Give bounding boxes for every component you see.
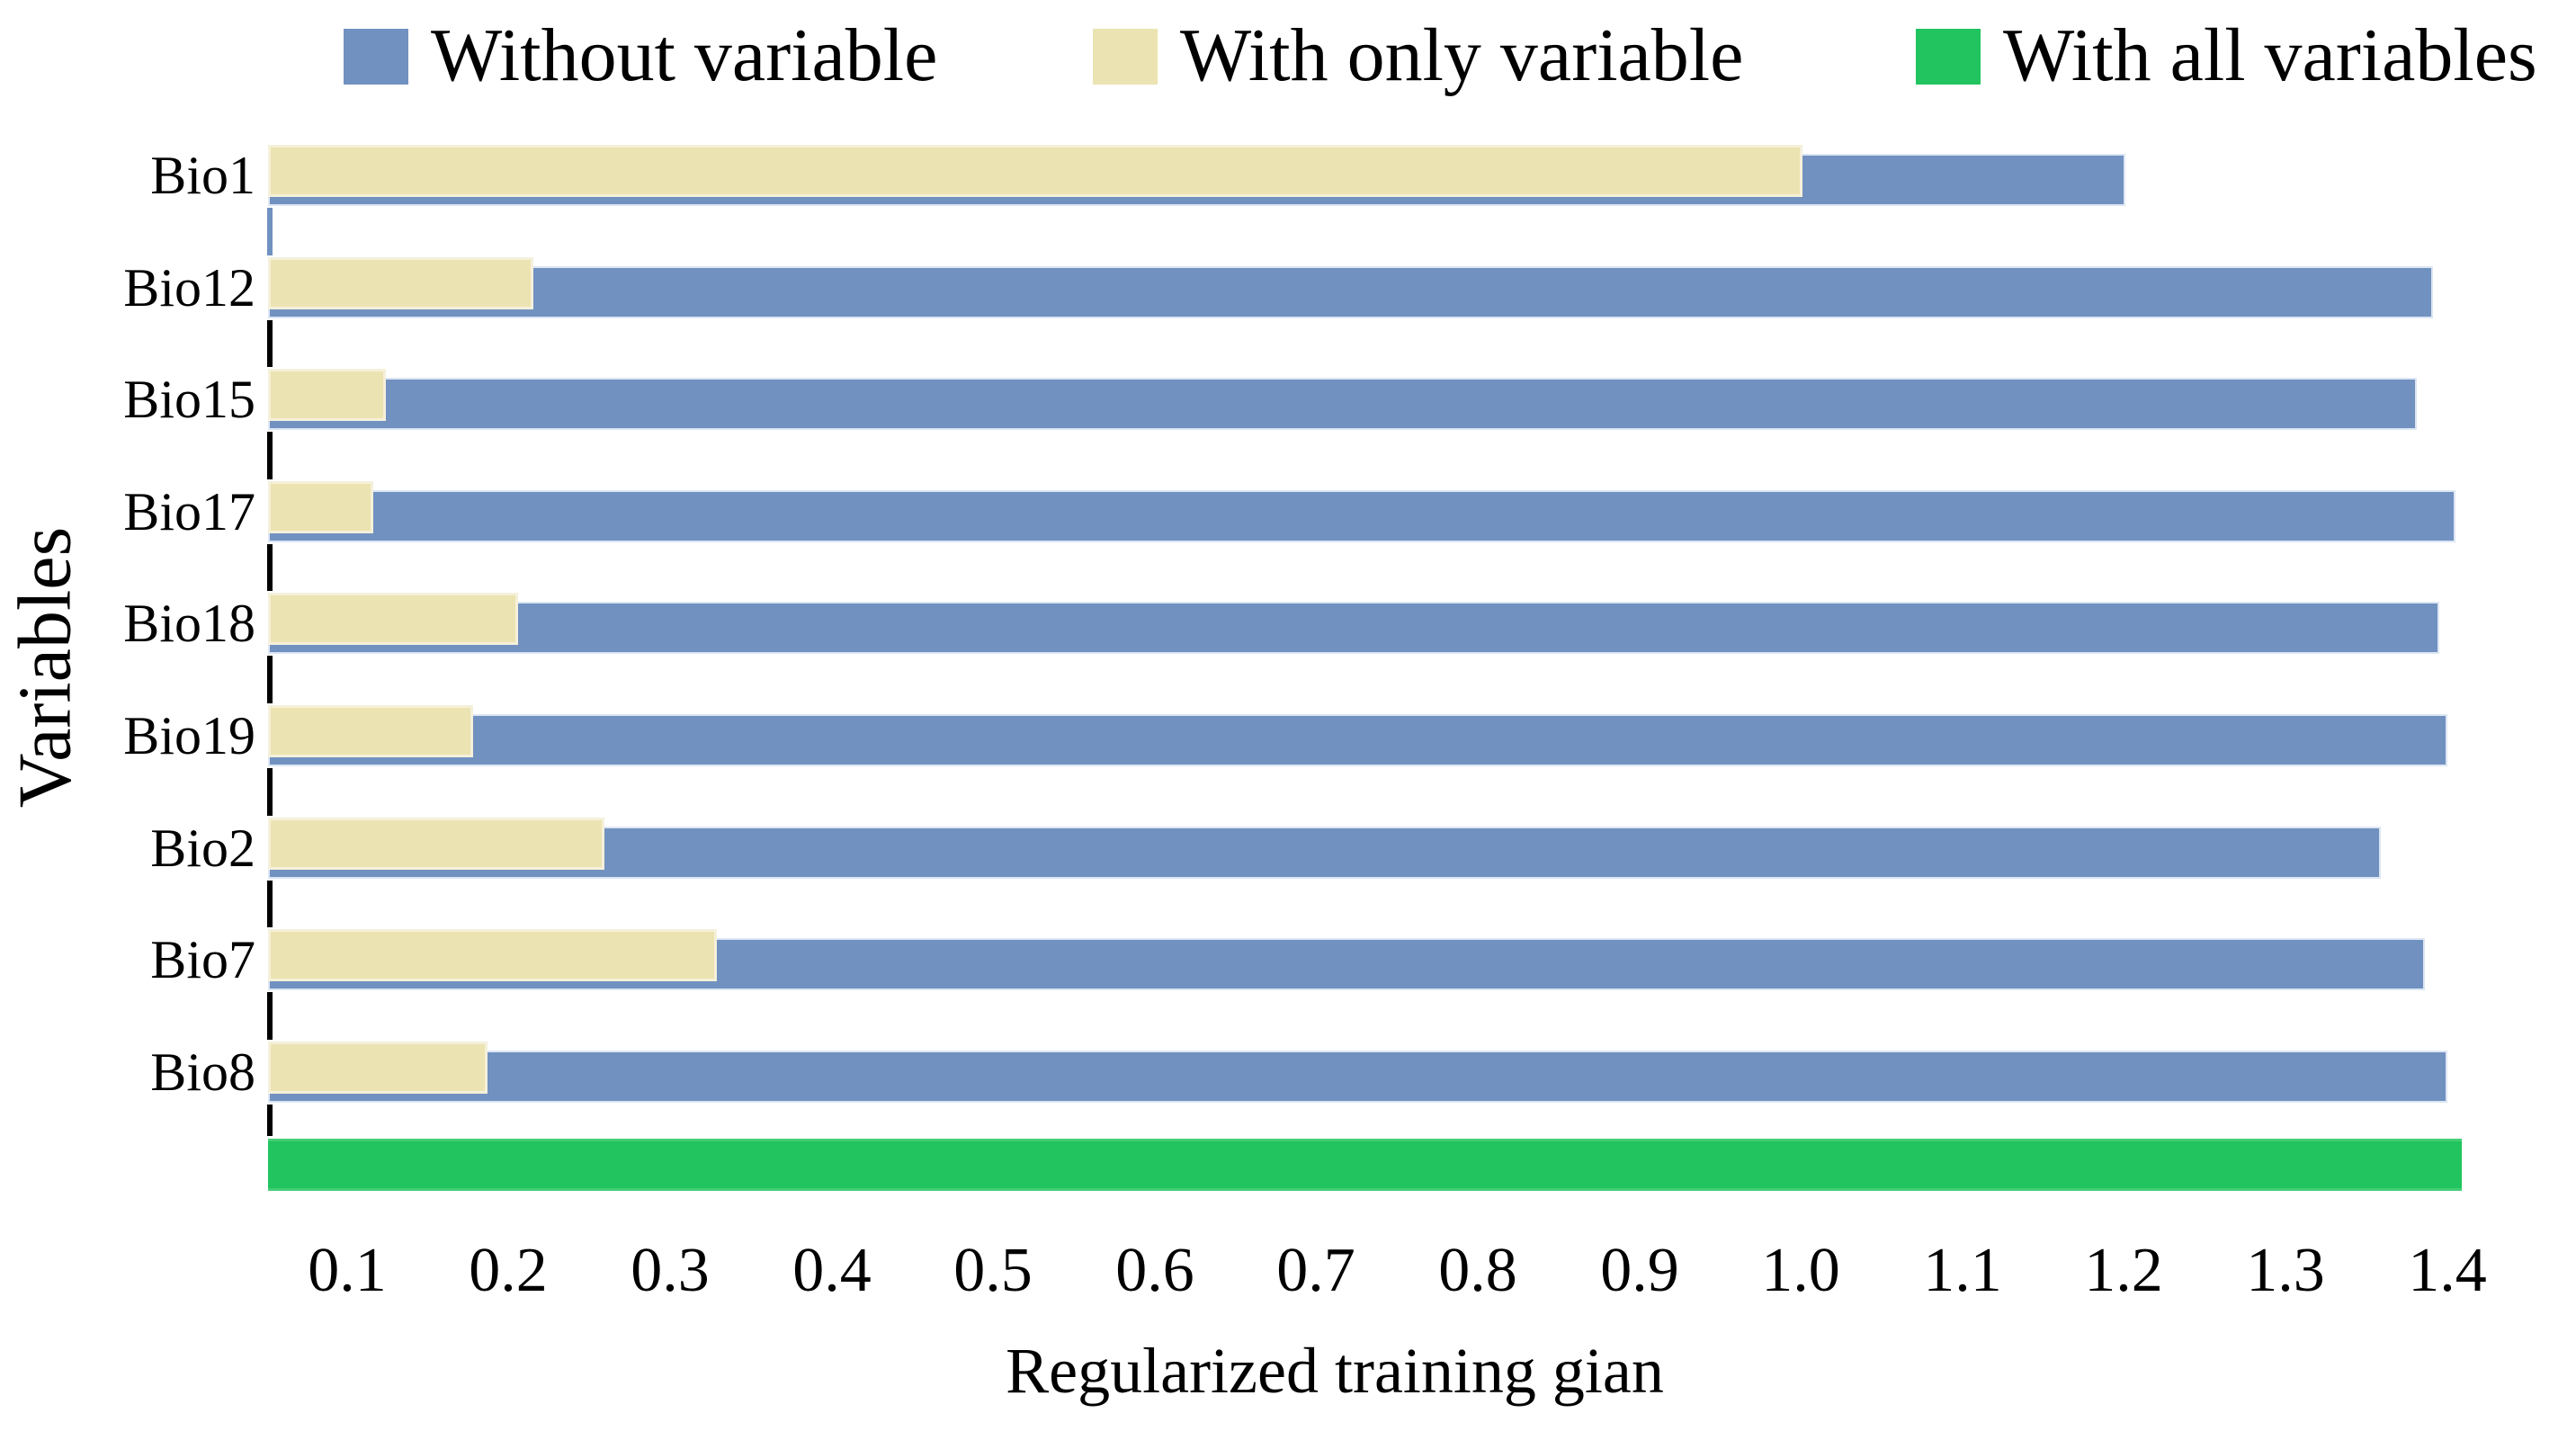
y-axis-tick (267, 1105, 273, 1136)
y-axis-tick (267, 768, 273, 816)
bar-with-only-variable-bio7 (268, 929, 717, 981)
x-tick-label-1.0: 1.0 (1761, 1236, 1840, 1305)
y-axis-tick (267, 544, 273, 591)
y-axis-tick (267, 432, 273, 479)
x-axis-title: Regularized training gian (1006, 1335, 1664, 1407)
bar-with-only-variable-bio19 (268, 705, 473, 757)
bar-with-only-variable-bio12 (268, 257, 533, 309)
bar-without-variable-bio8 (268, 1051, 2447, 1103)
y-axis-tick (267, 208, 273, 255)
y-axis-label-bio15: Bio15 (123, 370, 255, 429)
x-tick-label-0.3: 0.3 (631, 1236, 710, 1305)
x-tick-label-1.1: 1.1 (1923, 1236, 2002, 1305)
legend-swatch-without-variable (344, 28, 408, 85)
y-axis-label-bio1: Bio1 (150, 146, 255, 205)
legend-swatch-with-all-variables (1916, 28, 1981, 85)
y-axis-label-bio18: Bio18 (123, 594, 255, 653)
legend-label-with-only-variable: With only variable (1180, 13, 1744, 98)
x-tick-label-0.7: 0.7 (1276, 1236, 1355, 1305)
x-tick-label-0.8: 0.8 (1438, 1236, 1517, 1305)
x-tick-label-1.4: 1.4 (2408, 1236, 2487, 1305)
y-axis-label-bio7: Bio7 (150, 930, 255, 989)
x-tick-label-0.5: 0.5 (953, 1236, 1033, 1305)
legend-item-with-only-variable: With only variable (1093, 13, 1743, 99)
y-axis-tick (267, 656, 273, 703)
y-axis-label-bio12: Bio12 (123, 258, 255, 318)
x-tick-label-0.2: 0.2 (469, 1236, 548, 1305)
y-axis-tick (267, 992, 273, 1040)
bar-with-only-variable-bio2 (268, 818, 604, 870)
y-axis-label-bio19: Bio19 (123, 706, 255, 765)
x-tick-label-0.1: 0.1 (308, 1236, 387, 1305)
bar-without-variable-bio2 (268, 827, 2381, 879)
y-axis-title: Variables (3, 526, 87, 809)
bar-with-only-variable-bio8 (268, 1042, 487, 1094)
bar-without-variable-bio12 (268, 266, 2433, 318)
x-tick-label-0.9: 0.9 (1600, 1236, 1679, 1305)
bar-with-only-variable-bio15 (268, 369, 386, 421)
bar-without-variable-bio15 (268, 378, 2417, 430)
bar-with-only-variable-bio17 (268, 481, 373, 533)
y-axis-tick (267, 320, 273, 367)
y-axis-label-bio17: Bio17 (123, 482, 255, 541)
y-axis-label-bio8: Bio8 (150, 1042, 255, 1102)
x-tick-label-0.4: 0.4 (792, 1236, 872, 1305)
bar-without-variable-bio18 (268, 602, 2439, 654)
x-tick-label-1.2: 1.2 (2084, 1236, 2163, 1305)
legend-label-without-variable: Without variable (431, 13, 938, 98)
x-tick-label-0.6: 0.6 (1115, 1236, 1194, 1305)
legend-label-with-all-variables: With all variables (2003, 13, 2537, 98)
y-axis-label-bio2: Bio2 (150, 818, 255, 878)
x-tick-label-1.3: 1.3 (2246, 1236, 2325, 1305)
bar-with-only-variable-bio1 (268, 145, 1802, 197)
legend-swatch-with-only-variable (1093, 28, 1158, 85)
bar-without-variable-bio17 (268, 490, 2455, 542)
legend-item-without-variable: Without variable (344, 13, 937, 99)
legend-item-with-all-variables: With all variables (1916, 13, 2537, 99)
bar-with-all-variables (268, 1139, 2462, 1191)
bar-without-variable-bio19 (268, 714, 2447, 766)
y-axis-tick (267, 881, 273, 927)
bar-with-only-variable-bio18 (268, 593, 518, 645)
